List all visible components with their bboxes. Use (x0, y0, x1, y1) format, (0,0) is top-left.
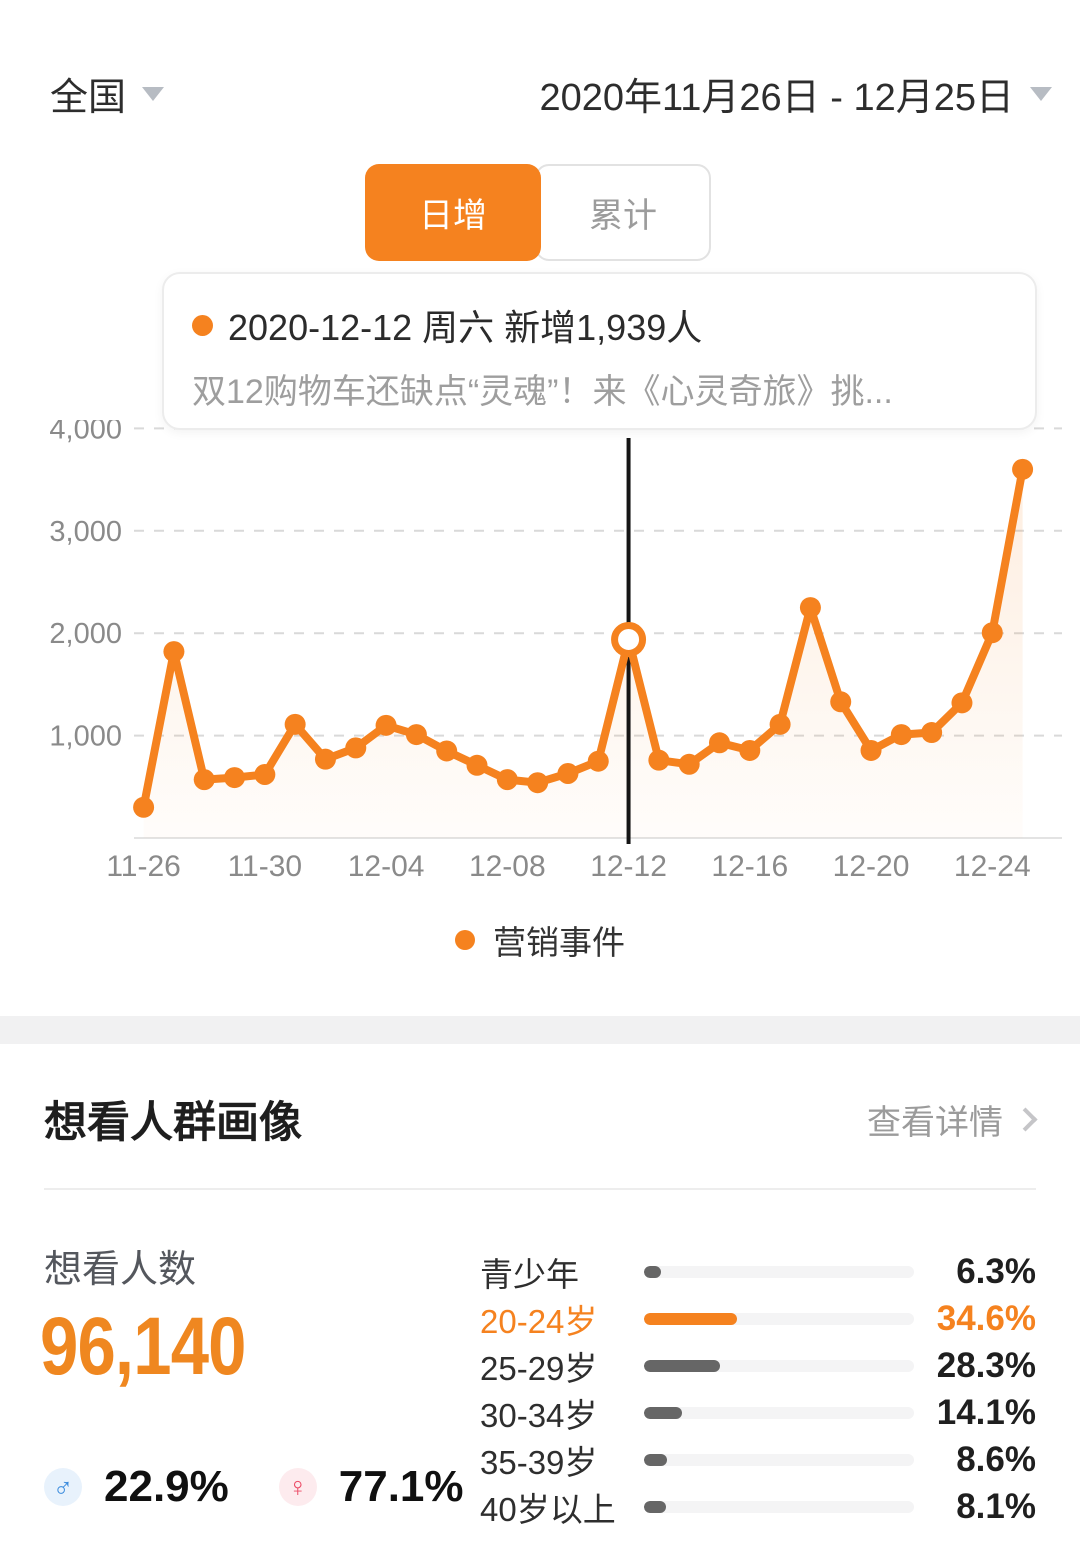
age-label: 40岁以上 (480, 1490, 616, 1528)
want-count-label: 想看人数 (44, 1249, 197, 1291)
gender-stats: ♂ 22.9% ♀ 77.1% (44, 1462, 464, 1512)
event-tooltip-subtitle: 双12购物车还缺点“灵魂”！来《心灵奇旅》挑... (192, 373, 893, 411)
date-range-selector[interactable]: 2020年11月26日 - 12月25日 (539, 66, 1052, 121)
age-percent: 34.6% (936, 1298, 1036, 1338)
age-bar-track (644, 1312, 914, 1325)
age-percent: 8.1% (956, 1486, 1036, 1526)
legend-dot-icon (455, 930, 475, 950)
view-details-label: 查看详情 (867, 1103, 1003, 1142)
legend-marketing-event: 营销事件 (0, 916, 1080, 964)
age-label: 青少年 (480, 1255, 579, 1293)
age-row: 20-24岁 34.6% (480, 1295, 1036, 1342)
data-points (133, 458, 1034, 818)
y-axis-tick: 3,000 (49, 516, 122, 548)
x-axis-tick: 11-26 (106, 850, 181, 883)
age-label: 30-34岁 (480, 1396, 598, 1434)
age-row: 青少年 6.3% (480, 1248, 1036, 1295)
event-dot-icon (192, 314, 213, 336)
age-percent: 8.6% (956, 1439, 1036, 1479)
date-range-label: 2020年11月26日 - 12月25日 (539, 77, 1014, 119)
area-fill (143, 469, 1023, 838)
age-label: 35-39岁 (480, 1443, 598, 1481)
legend-label: 营销事件 (493, 924, 625, 961)
male-percent: 22.9% (104, 1462, 229, 1511)
male-icon: ♂ (44, 1468, 82, 1506)
y-axis-tick: 1,000 (49, 721, 122, 753)
x-axis-tick: 12-20 (833, 850, 910, 883)
age-bar-track (644, 1265, 914, 1278)
age-percent: 6.3% (956, 1251, 1036, 1291)
x-axis-tick: 12-16 (711, 850, 788, 883)
region-selector[interactable]: 全国 (50, 66, 165, 121)
tab-daily-increase[interactable]: 日增 (365, 164, 541, 261)
age-percent: 14.1% (936, 1392, 1036, 1432)
age-row: 30-34岁 14.1% (480, 1389, 1036, 1436)
age-row: 35-39岁 8.6% (480, 1436, 1036, 1483)
gridlines: 1,000 2,000 3,000 4,000 (49, 420, 1062, 753)
age-bar-track (644, 1500, 914, 1513)
tab-cumulative[interactable]: 累计 (535, 164, 711, 261)
age-row: 25-29岁 28.3% (480, 1342, 1036, 1389)
event-tooltip-title: 2020-12-12 周六 新增1,939人 (228, 307, 703, 348)
divider (44, 1188, 1036, 1190)
age-bar-track (644, 1453, 914, 1466)
y-axis-tick: 4,000 (49, 420, 122, 445)
age-distribution: 青少年 6.3% 20-24岁 34.6% 25-29岁 28.3% 30-34… (480, 1248, 1036, 1530)
age-percent: 28.3% (936, 1345, 1036, 1385)
age-bar-track (644, 1406, 914, 1419)
age-bar-fill (644, 1359, 721, 1372)
age-label: 25-29岁 (480, 1349, 598, 1387)
event-tooltip: 2020-12-12 周六 新增1,939人 双12购物车还缺点“灵魂”！来《心… (162, 272, 1037, 430)
x-axis-ticks: 11-26 11-30 12-04 12-08 12-12 12-16 12-20 12-24 (106, 850, 1030, 883)
chevron-right-icon (1013, 1106, 1038, 1132)
x-axis-tick: 12-12 (590, 850, 667, 883)
age-label: 20-24岁 (480, 1302, 598, 1340)
want-count-value: 96,140 (40, 1301, 246, 1392)
trend-chart-svg: 1,000 2,000 3,000 4,000 11-26 11-30 12-04 12-08… (49, 420, 1062, 883)
age-bar-fill (644, 1406, 683, 1419)
chevron-down-icon (142, 86, 165, 101)
x-axis-tick: 12-24 (954, 850, 1031, 883)
age-bar-track (644, 1359, 914, 1372)
female-icon: ♀ (278, 1468, 317, 1506)
x-axis-tick: 12-04 (348, 850, 425, 883)
female-percent: 77.1% (338, 1462, 464, 1511)
section-separator (0, 1016, 1080, 1044)
age-bar-fill (644, 1265, 661, 1278)
chevron-down-icon (1030, 86, 1052, 101)
age-bar-fill (644, 1453, 668, 1466)
view-details-link[interactable]: 查看详情 (867, 1095, 1040, 1144)
audience-profile-title: 想看人群画像 (44, 1099, 302, 1147)
age-bar-fill (644, 1500, 666, 1513)
region-selector-label: 全国 (50, 77, 127, 119)
age-bar-fill (644, 1312, 738, 1325)
x-axis-tick: 12-08 (469, 850, 546, 883)
trend-chart[interactable]: 1,000 2,000 3,000 4,000 11-26 11-30 12-04 12-08… (0, 420, 1080, 890)
highlighted-point (611, 621, 647, 657)
age-row: 40岁以上 8.1% (480, 1483, 1036, 1530)
y-axis-tick: 2,000 (49, 618, 122, 650)
trend-tabs: 日增 累计 (365, 164, 711, 261)
x-axis-tick: 11-30 (228, 850, 303, 883)
